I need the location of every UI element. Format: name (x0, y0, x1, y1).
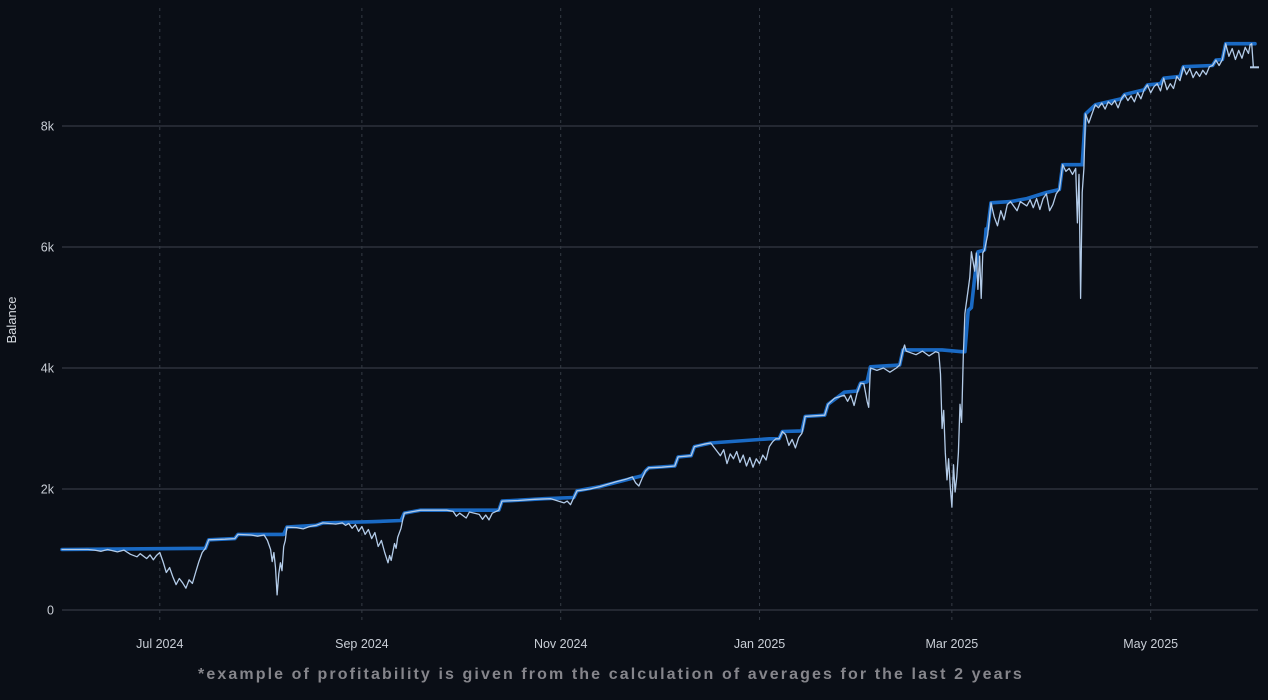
chart-series (60, 41, 1259, 596)
equity-line (61, 43, 1256, 596)
y-axis-title: Balance (4, 297, 19, 344)
disclaimer-caption: *example of profitability is given from … (198, 666, 1024, 683)
x-tick-label: Jul 2024 (136, 637, 183, 651)
y-tick-label: 6k (41, 241, 55, 255)
x-tick-label: Nov 2024 (534, 637, 588, 651)
y-tick-label: 4k (41, 362, 55, 376)
x-tick-label: Mar 2025 (925, 637, 978, 651)
x-tick-label: Sep 2024 (335, 637, 389, 651)
axis-labels: 0 2k 4k 6k 8k Jul 2024 Sep 2024 Nov 2024 Jan 202… (41, 120, 1178, 652)
balance-line (60, 41, 1257, 552)
y-tick-label: 2k (41, 483, 55, 497)
gridlines (62, 8, 1258, 624)
x-tick-label: May 2025 (1123, 637, 1178, 651)
y-tick-label: 0 (47, 604, 54, 618)
y-tick-label: 8k (41, 120, 55, 134)
x-tick-label: Jan 2025 (734, 637, 785, 651)
